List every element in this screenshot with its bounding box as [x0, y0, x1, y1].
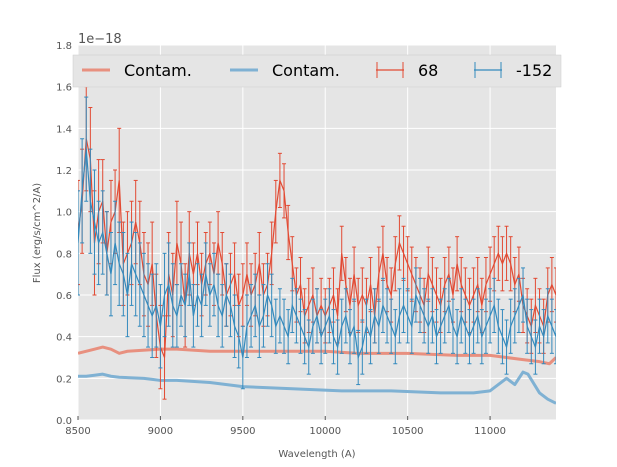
legend: Contam. Contam. 68 -152 — [72, 54, 562, 88]
x-tick-label: 11000 — [474, 426, 506, 437]
legend-label: Contam. — [124, 61, 192, 80]
y-tick-label: 1.6 — [56, 83, 72, 94]
legend-label: Contam. — [272, 61, 340, 80]
x-tick-label: 9500 — [230, 426, 255, 437]
grid-lines — [77, 44, 556, 421]
legend-label: 68 — [418, 61, 438, 80]
legend-box — [72, 54, 562, 88]
y-tick-label: 0.6 — [56, 291, 72, 302]
y-tick-label: 0.0 — [56, 416, 72, 427]
plot-area — [78, 45, 556, 420]
contam-line — [78, 370, 556, 405]
axis-ticks: 8500 9000 9500 10000 10500 11000 0.0 0.2 0.4 0.6 0… — [56, 41, 506, 437]
x-tick-label: 10500 — [392, 426, 424, 437]
contam-line — [78, 345, 556, 366]
x-tick-label: 9000 — [148, 426, 173, 437]
offset-label: 1e−18 — [78, 32, 122, 47]
y-tick-label: 1.0 — [56, 208, 72, 219]
y-tick-label: 0.2 — [56, 374, 72, 385]
x-tick-label: 8500 — [65, 426, 90, 437]
y-tick-label: 1.2 — [56, 166, 72, 177]
y-tick-label: 1.8 — [56, 41, 72, 52]
x-axis-label: Wavelength (A) — [278, 449, 355, 460]
y-axis-label: Flux (erg/s/cm^2/A) — [32, 183, 43, 283]
data-layer — [78, 86, 556, 405]
y-tick-label: 0.4 — [56, 333, 72, 344]
y-tick-label: 0.8 — [56, 249, 72, 260]
legend-label: -152 — [516, 61, 552, 80]
x-tick-label: 10000 — [309, 426, 341, 437]
y-tick-label: 1.4 — [56, 124, 72, 135]
